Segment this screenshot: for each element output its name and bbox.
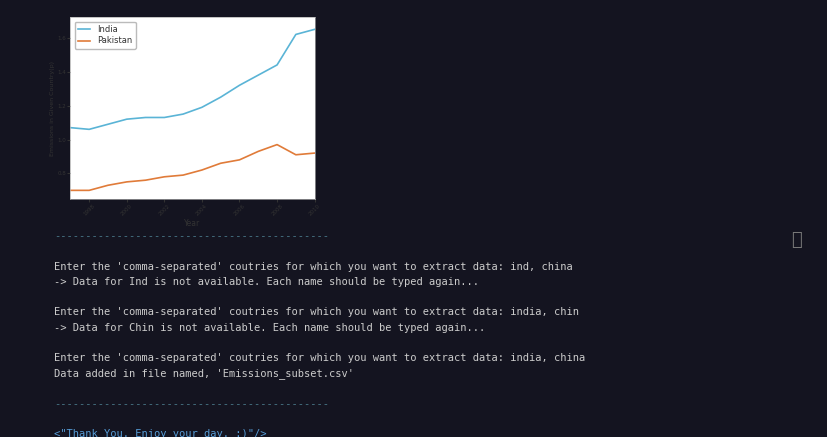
India	[234, 83, 244, 88]
India	[253, 73, 263, 78]
India	[290, 32, 300, 37]
Pakistan	[103, 183, 112, 188]
India	[141, 115, 151, 120]
India	[122, 117, 131, 122]
India	[103, 121, 112, 127]
Pakistan	[178, 173, 188, 178]
Pakistan	[234, 157, 244, 163]
Line: Pakistan: Pakistan	[70, 145, 314, 191]
India	[84, 127, 94, 132]
Text: Data added in file named, 'Emissions_subset.csv': Data added in file named, 'Emissions_sub…	[54, 368, 353, 379]
Line: India: India	[70, 29, 314, 129]
Pakistan	[272, 142, 282, 147]
India	[178, 111, 188, 117]
Text: Enter the 'comma-separated' coutries for which you want to extract data: ind, ch: Enter the 'comma-separated' coutries for…	[54, 262, 572, 272]
Pakistan	[159, 174, 169, 180]
India	[65, 125, 75, 130]
India	[159, 115, 169, 120]
Pakistan	[197, 167, 207, 173]
Legend: India, Pakistan: India, Pakistan	[74, 22, 136, 49]
India	[197, 105, 207, 110]
Pakistan	[141, 177, 151, 183]
X-axis label: Year: Year	[184, 219, 200, 228]
Pakistan	[290, 152, 300, 157]
Pakistan	[253, 149, 263, 154]
India	[272, 62, 282, 68]
Text: -> Data for Chin is not available. Each name should be typed again...: -> Data for Chin is not available. Each …	[54, 323, 485, 333]
Text: ⧉: ⧉	[790, 232, 801, 250]
India	[216, 94, 226, 100]
Pakistan	[122, 179, 131, 184]
Text: Enter the 'comma-separated' coutries for which you want to extract data: india, : Enter the 'comma-separated' coutries for…	[54, 308, 578, 317]
Pakistan	[65, 188, 75, 193]
Pakistan	[309, 150, 319, 156]
India	[309, 27, 319, 32]
Text: Enter the 'comma-separated' coutries for which you want to extract data: india, : Enter the 'comma-separated' coutries for…	[54, 353, 585, 363]
Pakistan	[216, 161, 226, 166]
Text: --------------------------------------------: ----------------------------------------…	[54, 399, 328, 409]
Pakistan	[84, 188, 94, 193]
Text: -> Data for Ind is not available. Each name should be typed again...: -> Data for Ind is not available. Each n…	[54, 277, 478, 287]
Text: <"Thank You. Enjoy your day. :)"/>: <"Thank You. Enjoy your day. :)"/>	[54, 429, 266, 437]
Y-axis label: Emissions in Given Country(p): Emissions in Given Country(p)	[50, 61, 55, 156]
Text: --------------------------------------------: ----------------------------------------…	[54, 232, 328, 241]
